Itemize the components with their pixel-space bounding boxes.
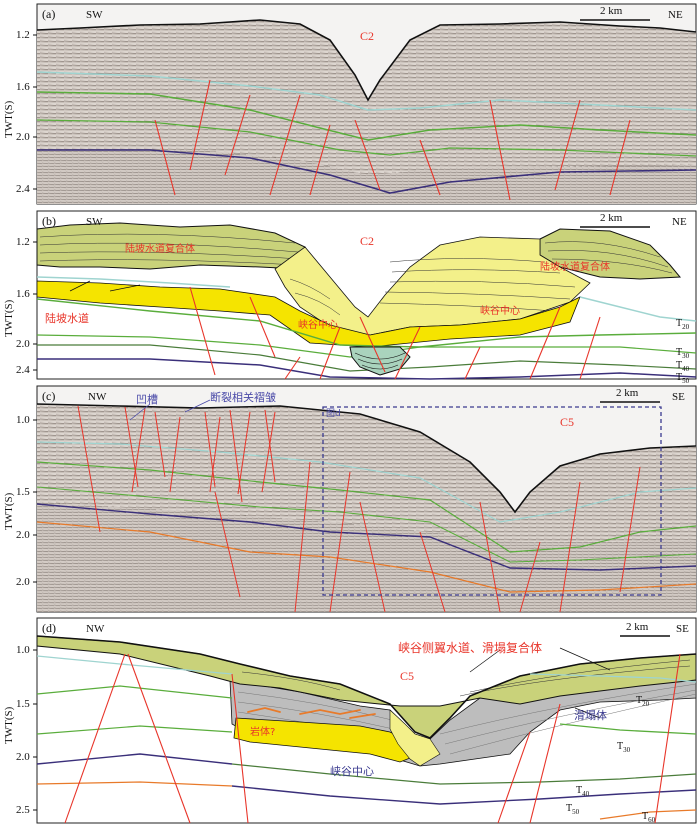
direction-right: SE <box>676 623 689 635</box>
tick-label: 2.0 <box>16 131 30 143</box>
direction-left: SW <box>86 9 103 21</box>
horizon-label-t30: T30 <box>617 741 631 754</box>
tick-label: 1.0 <box>16 644 30 656</box>
tick-label: 1.6 <box>16 81 30 93</box>
tick-label: 1.5 <box>16 486 30 498</box>
canyon-center-label: 峡谷中心 <box>330 765 374 778</box>
tick-label: 2.5 <box>16 804 30 816</box>
tick-label: 1.2 <box>16 236 30 248</box>
direction-right: NE <box>672 216 687 228</box>
direction-right: SE <box>672 391 685 403</box>
canyon-label: C5 <box>400 669 415 683</box>
tick-label: 2.4 <box>16 364 30 376</box>
horizon-label-t50: T50 <box>676 372 690 385</box>
panel-label: (b) <box>42 214 56 228</box>
horizon-label-t60: T60 <box>642 811 656 824</box>
horizon-label-t20: T20 <box>636 695 650 708</box>
seismic-section-c <box>33 385 697 613</box>
axis-title: TWT(S) <box>3 706 15 744</box>
axis-title: TWT(S) <box>3 100 15 138</box>
panel-b: (b) SW NE 2 km C2 陆坡水道复合体 陆坡水道复合体 陆坡水道 峡… <box>0 207 700 385</box>
canyon-label: C5 <box>560 415 575 429</box>
axis-title: TWT(S) <box>3 299 15 337</box>
tick-label: 1.5 <box>16 698 30 710</box>
seismic-section-a <box>33 3 697 205</box>
slump-label: 滑塌体 <box>574 709 607 722</box>
panel-d: (d) NW SE 2 km C5 峡谷侧翼水道、滑塌复合体 岩体? 滑塌体 峡… <box>0 614 700 825</box>
flank-complex-label: 峡谷侧翼水道、滑塌复合体 <box>398 641 543 655</box>
slope-channel-label: 陆坡水道 <box>45 312 89 325</box>
canyon-label: C2 <box>360 29 375 43</box>
scale-bar-label: 2 km <box>600 212 623 224</box>
figure-ref-label: 图d <box>326 409 341 419</box>
tick-label: 2.0 <box>16 338 30 350</box>
tick-label: 2.4 <box>16 183 30 195</box>
scale-bar-label: 2 km <box>600 5 623 17</box>
complex-label-left: 陆坡水道复合体 <box>125 244 195 255</box>
panel-label: (d) <box>42 621 56 635</box>
scale-bar-label: 2 km <box>616 387 639 399</box>
canyon-center-label: 峡谷中心 <box>480 306 520 317</box>
panel-c: (c) NW SE 2 km C5 凹槽 断裂相关褶皱 图d TWT(S) 1.… <box>0 382 700 614</box>
horizon-label-t40: T40 <box>576 785 590 798</box>
tick-label: 1.2 <box>16 29 30 41</box>
trough-label: 凹槽 <box>136 393 158 406</box>
horizon-label-t40: T40 <box>676 360 690 373</box>
rock-body-label: 岩体? <box>250 727 276 738</box>
horizon-label-t30: T30 <box>676 347 690 360</box>
tick-label: 1.6 <box>16 288 30 300</box>
canyon-center-label: 峡谷中心 <box>298 320 338 331</box>
tick-label: 1.0 <box>16 414 30 426</box>
panel-label: (c) <box>42 389 56 403</box>
panel-a: (a) SW NE 2 km C2 TWT(S) 1.2 1.6 2.0 2.4 <box>0 0 700 207</box>
scale-bar-label: 2 km <box>626 621 649 633</box>
tick-label: 2.0 <box>16 751 30 763</box>
direction-right: NE <box>668 9 683 21</box>
tick-label: 2.0 <box>16 529 30 541</box>
interpretation-section-d <box>33 617 697 824</box>
canyon-label: C2 <box>360 234 375 248</box>
fault-fold-label: 断裂相关褶皱 <box>210 391 276 404</box>
horizon-label-t20: T20 <box>676 318 690 331</box>
panel-label: (a) <box>42 7 56 21</box>
direction-left: NW <box>88 391 107 403</box>
complex-label-right: 陆坡水道复合体 <box>540 262 610 273</box>
direction-left: NW <box>86 623 105 635</box>
direction-left: SW <box>86 216 103 228</box>
horizon-label-t50: T50 <box>566 803 580 816</box>
axis-title: TWT(S) <box>3 492 15 530</box>
interpretation-section-b <box>33 210 697 380</box>
tick-label: 2.0 <box>16 576 30 588</box>
